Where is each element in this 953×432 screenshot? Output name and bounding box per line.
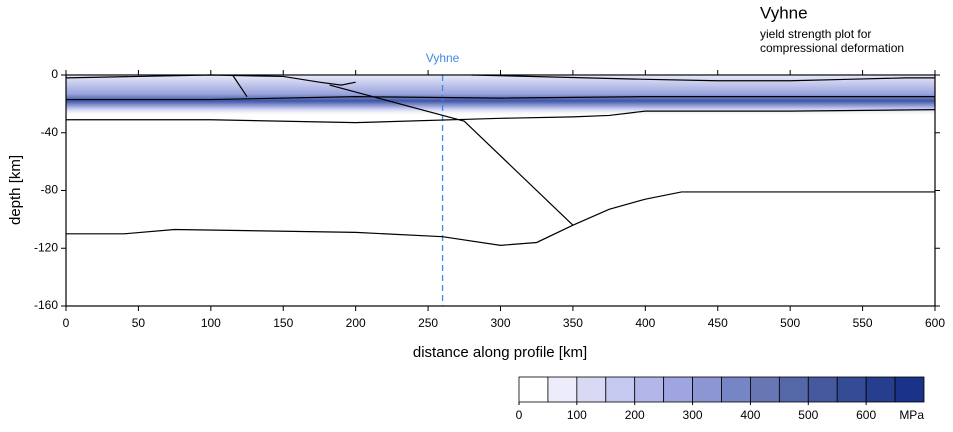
boundary-line — [329, 84, 574, 226]
x-axis-label: distance along profile [km] — [413, 344, 587, 361]
colorbar-swatch — [605, 376, 636, 403]
boundary-line — [471, 74, 935, 82]
x-tick-label: 350 — [563, 316, 583, 330]
colorbar-tick-label: 200 — [625, 408, 645, 422]
colorbar-swatch — [721, 376, 751, 403]
y-tick-label: -160 — [34, 298, 58, 312]
y-tick-label: 0 — [51, 67, 58, 81]
x-tick-label: 500 — [780, 316, 800, 330]
colorbar-swatch — [663, 376, 693, 403]
colorbar-swatch — [547, 376, 578, 403]
strength-shading — [66, 76, 935, 116]
y-tick-label: -80 — [41, 183, 59, 197]
colorbar-tick-label: 400 — [740, 408, 760, 422]
colorbar-swatch — [807, 376, 838, 403]
boundary-line — [66, 191, 935, 246]
x-tick-label: 0 — [63, 316, 70, 330]
chart-title: Vyhne — [760, 3, 808, 22]
colorbar-unit: MPa — [899, 408, 924, 422]
colorbar-tick-label: 600 — [856, 408, 876, 422]
colorbar-swatch — [518, 376, 549, 403]
x-tick-label: 50 — [132, 316, 146, 330]
subtitle: compressional deformation — [760, 41, 904, 55]
colorbar-tick-label: 500 — [798, 408, 818, 422]
colorbar-tick-label: 100 — [567, 408, 587, 422]
marker-label: Vyhne — [426, 51, 460, 65]
x-tick-label: 200 — [346, 316, 366, 330]
colorbar-tick-label: 300 — [683, 408, 703, 422]
x-tick-label: 400 — [635, 316, 655, 330]
boundary-line — [66, 96, 935, 101]
colorbar-swatch — [778, 376, 809, 403]
colorbar-swatch — [576, 376, 607, 403]
colorbar-swatch — [836, 376, 867, 403]
colorbar-swatch — [894, 376, 925, 403]
subtitle: yield strength plot for — [760, 27, 871, 41]
x-tick-label: 550 — [853, 316, 873, 330]
colorbar-swatch — [634, 376, 665, 403]
x-tick-label: 300 — [490, 316, 510, 330]
y-tick-label: -40 — [41, 125, 59, 139]
x-tick-label: 600 — [925, 316, 945, 330]
x-tick-label: 100 — [201, 316, 221, 330]
x-tick-label: 450 — [708, 316, 728, 330]
x-tick-label: 150 — [273, 316, 293, 330]
y-tick-label: -120 — [34, 240, 58, 254]
boundary-line — [66, 109, 936, 124]
y-axis-label: depth [km] — [7, 155, 24, 225]
colorbar-swatch — [865, 376, 896, 403]
colorbar-tick-label: 0 — [516, 408, 523, 422]
boundary-line — [232, 74, 248, 97]
boundary-line — [65, 74, 356, 86]
colorbar-swatch — [692, 376, 722, 403]
colorbar-swatch — [750, 376, 780, 403]
x-tick-label: 250 — [418, 316, 438, 330]
